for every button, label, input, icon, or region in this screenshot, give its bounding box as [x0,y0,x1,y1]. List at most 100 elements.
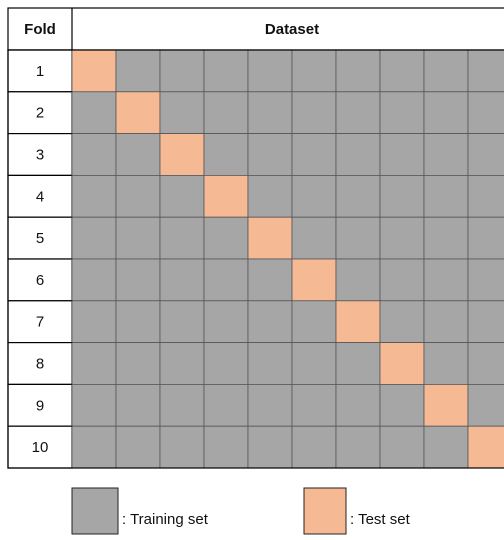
training-cell [291,342,337,385]
training-cell [291,174,337,218]
training-cell [203,91,249,135]
training-cell [379,258,425,302]
fold-header: Fold [24,21,56,38]
training-cell [379,174,425,218]
training-cell [247,91,293,135]
test-legend-label: : Test set [350,511,411,528]
training-cell [71,174,117,218]
training-cell [247,174,293,218]
training-cell [115,383,161,427]
training-cell [203,49,249,93]
test-cell [335,300,381,343]
test-cell [247,216,293,260]
training-cell [423,425,469,469]
training-cell [159,425,205,469]
test-cell [159,133,205,176]
training-cell [115,174,161,218]
test-cell [203,174,249,218]
training-cell [247,49,293,93]
dataset-header: Dataset [265,21,319,38]
training-cell [203,216,249,260]
training-cell [291,91,337,135]
training-cell [115,300,161,343]
training-cell [467,91,504,135]
training-cell [115,49,161,93]
training-cell [159,216,205,260]
training-cell [423,216,469,260]
training-cell [291,383,337,427]
training-cell [291,300,337,343]
test-cell [71,49,117,93]
training-cell [467,342,504,385]
training-cell [115,425,161,469]
training-cell [335,342,381,385]
fold-cell [7,91,73,135]
training-cell [335,258,381,302]
training-cell [159,91,205,135]
training-cell [467,383,504,427]
fold-rows: 1 2 3 4 5 6 7 8 9 10 [7,49,504,469]
training-cell [335,383,381,427]
training-cell [379,49,425,93]
training-cell [467,133,504,176]
training-cell [71,258,117,302]
training-cell [203,133,249,176]
training-cell [291,216,337,260]
training-cell [423,258,469,302]
training-cell [203,425,249,469]
training-cell [159,49,205,93]
fold-label: 5 [36,230,44,247]
training-cell [159,258,205,302]
training-cell [423,91,469,135]
training-cell [291,49,337,93]
training-cell [335,133,381,176]
training-cell [203,300,249,343]
training-cell [335,425,381,469]
training-cell [379,91,425,135]
training-cell [71,425,117,469]
training-cell [379,216,425,260]
training-cell [71,133,117,176]
training-cell [71,383,117,427]
training-cell [467,49,504,93]
training-cell [423,300,469,343]
fold-label: 9 [36,397,44,414]
training-cell [159,174,205,218]
training-cell [247,342,293,385]
training-cell [379,425,425,469]
training-cell [247,258,293,302]
training-cell [467,300,504,343]
training-cell [467,216,504,260]
fold-cell [7,425,73,469]
test-cell [423,383,469,427]
test-cell [291,258,337,302]
training-cell [203,258,249,302]
test-cell [379,342,425,385]
training-cell [423,133,469,176]
fold-label: 8 [36,355,44,372]
training-legend-label: : Training set [122,511,209,528]
training-cell [379,300,425,343]
training-cell [467,174,504,218]
training-cell [423,49,469,93]
training-cell [115,342,161,385]
training-cell [379,133,425,176]
training-cell [71,216,117,260]
training-cell [423,342,469,385]
training-cell [115,216,161,260]
training-cell [247,425,293,469]
table-border [7,49,504,469]
training-cell [335,216,381,260]
training-cell [159,383,205,427]
training-cell [71,91,117,135]
training-cell [247,383,293,427]
training-cell [203,383,249,427]
fold-label: 4 [36,188,44,205]
training-cell [247,133,293,176]
fold-label: 3 [36,146,44,163]
test-cell [115,91,161,135]
header-row [7,7,504,51]
training-cell [335,91,381,135]
fold-cell [7,258,73,302]
